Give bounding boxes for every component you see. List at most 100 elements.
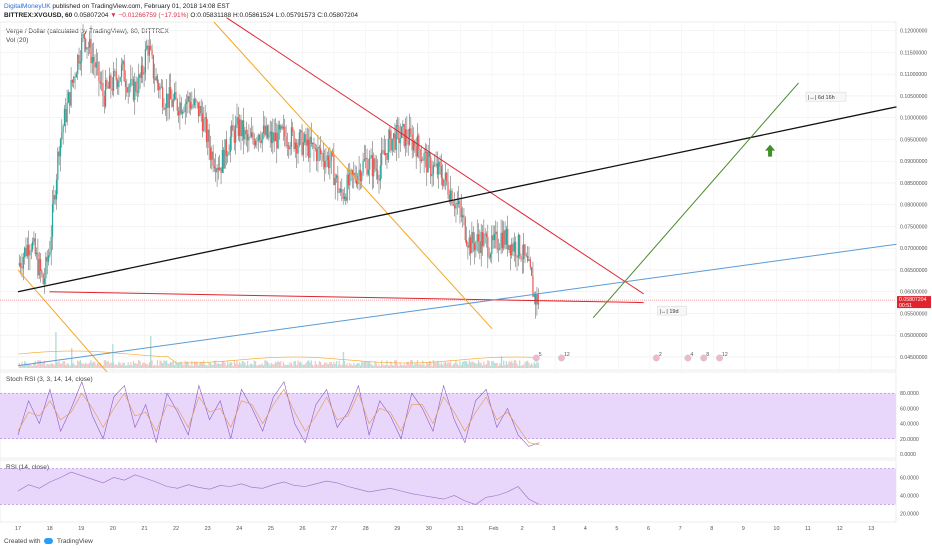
volume-bar [452, 364, 454, 368]
volume-bar [516, 363, 518, 368]
candle-body [185, 102, 188, 104]
candle-body [65, 108, 67, 123]
volume-bar [503, 360, 505, 368]
candle-body [69, 92, 71, 106]
volume-bar [416, 360, 419, 368]
tradingview-brand[interactable]: TradingView [57, 538, 93, 545]
event-flag-icon [700, 354, 708, 362]
oscillator-line-1 [17, 388, 540, 446]
volume-bar [104, 360, 107, 368]
volume-bar [256, 365, 258, 368]
volume-bar [325, 362, 327, 368]
trendlines [17, 17, 897, 380]
volume-bar [341, 365, 343, 368]
volume-bar [130, 362, 132, 368]
candle-body [245, 130, 247, 135]
volume-bar [179, 362, 181, 368]
author-link[interactable]: DigitalMoneyUK [4, 3, 51, 10]
candle-body [227, 154, 229, 156]
candle-body [426, 151, 428, 173]
candle-body [395, 125, 397, 150]
candle-body [399, 138, 401, 144]
volume-bar [536, 361, 538, 368]
volume-bar [140, 365, 143, 368]
candle-body [390, 130, 392, 151]
candle-body [389, 130, 391, 139]
candle-body [379, 165, 381, 181]
candle-body [39, 259, 42, 271]
candle-body [353, 172, 355, 175]
main-grid [0, 22, 896, 522]
volume-bar [381, 360, 383, 368]
volume-bar [430, 361, 432, 368]
candle-body [124, 81, 127, 87]
volume-bar [424, 365, 427, 368]
volume-bar [225, 365, 227, 368]
volume-bar [66, 363, 68, 368]
candle-body [209, 147, 212, 160]
price-tick-label: 0.07500000 [900, 224, 928, 230]
candle-body [440, 166, 442, 178]
candle-body [138, 74, 140, 93]
candle-body [428, 151, 431, 157]
volume-bar [400, 364, 403, 368]
volume-bar [30, 365, 32, 368]
event-flag-icon [684, 354, 692, 362]
projection-label-1-box [657, 305, 687, 316]
red-descending-resistance [226, 17, 644, 295]
candle-body [90, 39, 92, 64]
candle-body [47, 255, 50, 262]
candle-body [481, 232, 484, 247]
candle-body [231, 125, 233, 137]
volume-bar [365, 361, 367, 368]
volume-bar [436, 361, 438, 368]
volume-spike [55, 332, 57, 368]
candle-body [375, 168, 377, 171]
volume-bar [151, 360, 153, 368]
candle-body [507, 228, 509, 250]
candle-body [158, 83, 160, 91]
volume-bar [327, 364, 330, 368]
volume-bar [306, 360, 308, 368]
volume-bar [333, 361, 335, 368]
price-tick-label: 0.11000000 [900, 72, 927, 78]
volume-bar [180, 361, 182, 368]
candle-body [475, 242, 477, 251]
volume-bar [197, 365, 200, 368]
volume-ma-line [17, 350, 540, 364]
candle-body [446, 172, 448, 182]
last-price-time: 00:51 [899, 303, 912, 309]
volume-bar [402, 365, 404, 368]
candle-body [152, 55, 154, 79]
candle-body [471, 231, 473, 254]
price-axes[interactable]: 0.12000000 0.11500000 0.11000000 0.10500000… [900, 29, 928, 518]
volume-bar [285, 365, 287, 368]
candle-body [184, 103, 186, 113]
candle-body [35, 252, 38, 255]
candle-body [211, 151, 213, 160]
time-tick-label: 21 [141, 526, 147, 532]
volume-bar [355, 364, 358, 368]
volume-bar [175, 360, 177, 368]
candle-body [321, 153, 323, 155]
candle-body [420, 159, 423, 161]
volume-bar [171, 362, 173, 368]
candle-body [288, 145, 290, 150]
candle-body [174, 91, 176, 100]
volume-bar [193, 361, 196, 368]
candle-body [497, 249, 500, 250]
candle-body [456, 202, 458, 204]
candle-body [177, 110, 180, 116]
volume-bar [281, 365, 283, 368]
candle-body [325, 160, 327, 168]
candle-body [172, 99, 174, 107]
candle-body [67, 92, 70, 103]
price-tick-label: 0.12000000 [900, 29, 928, 35]
time-axis[interactable]: 17 18 19 20 21 22 23 24 25 26 27 28 29 30 31 Feb 2 3 4 5 6 7 8… [15, 526, 874, 532]
candle-body [408, 128, 411, 145]
footer: Created with TradingView [4, 538, 93, 545]
candle-body [415, 146, 417, 157]
candle-body [493, 233, 496, 241]
candle-body [269, 131, 271, 135]
